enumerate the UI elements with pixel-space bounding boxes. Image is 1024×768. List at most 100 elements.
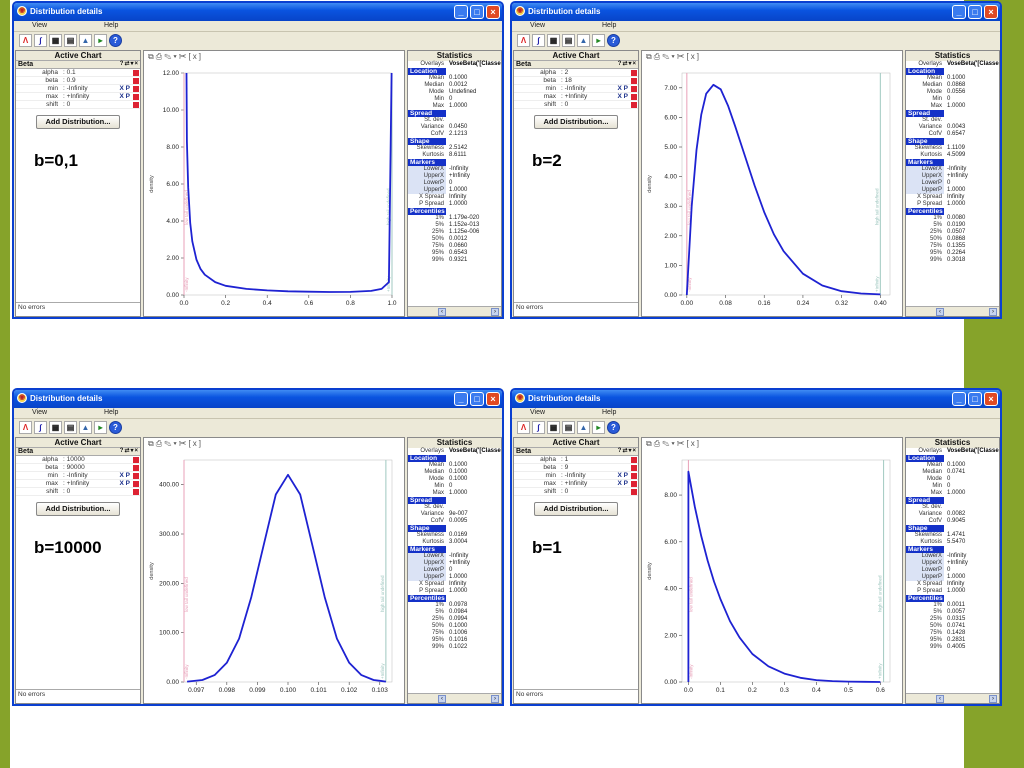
edit-icon[interactable] [133,465,139,471]
maximize-icon[interactable]: □ [968,5,982,19]
edit-icon[interactable] [631,86,637,92]
menu-view[interactable]: View [530,22,546,29]
pen-icon[interactable]: ✎ [662,52,672,61]
maximize-icon[interactable]: □ [470,5,484,19]
edit-icon[interactable] [631,70,637,76]
maximize-icon[interactable]: □ [470,392,484,406]
edit-icon[interactable] [133,94,139,100]
param-value[interactable]: : 18 [561,77,572,84]
scroll-right-icon[interactable]: › [989,308,997,316]
distribution-controls[interactable]: ?⇄▾× [119,448,139,454]
param-value[interactable]: : -Infinity [561,85,586,92]
param-value[interactable]: : -Infinity [63,472,88,479]
edit-icon[interactable] [631,457,637,463]
pdf-chart-icon[interactable]: Λ [517,34,530,47]
param-value[interactable]: : 90000 [63,464,85,471]
export-icon[interactable]: ▸ [592,421,605,434]
menu-help[interactable]: Help [602,22,617,29]
export-icon[interactable]: ▸ [94,421,107,434]
minimize-icon[interactable]: _ [454,392,468,406]
param-xp-flags[interactable]: X P [119,93,130,100]
distribution-controls[interactable]: ?⇄▾× [617,448,637,454]
param-value[interactable]: : 0 [561,101,569,108]
param-value[interactable]: : +Infinity [63,480,90,487]
pen-icon[interactable]: ✎ [662,439,672,448]
pdf-chart-icon[interactable]: Λ [19,34,32,47]
param-value[interactable]: : -Infinity [63,85,88,92]
edit-icon[interactable] [133,70,139,76]
copy-icon[interactable]: ⧉ [646,439,654,448]
print-icon[interactable]: ⎙ [155,439,165,448]
overlays-row[interactable]: Overlays VoseBeta('[Classe [420,61,501,67]
overlays-row[interactable]: Overlays VoseBeta('[Classe [918,61,999,67]
edit-icon[interactable] [133,489,139,495]
scroll-left-icon[interactable]: ‹ [438,695,446,703]
close-icon[interactable]: × [486,5,500,19]
param-value[interactable]: : 9 [561,464,569,471]
window-titlebar[interactable]: ◉ Distribution details _ □ × [14,390,502,408]
param-value[interactable]: : 0 [63,101,71,108]
menu-help[interactable]: Help [104,22,119,29]
scissors-icon[interactable]: ✂ [676,439,687,448]
scroll-right-icon[interactable]: › [491,308,499,316]
area-chart-icon[interactable]: ▲ [577,421,590,434]
export-icon[interactable]: ▸ [592,34,605,47]
add-distribution-button[interactable]: Add Distribution... [36,502,120,516]
stats-scrollbar[interactable]: ‹ › [906,693,999,703]
axis-icon[interactable]: [x] [188,52,203,61]
help-icon[interactable]: ? [607,34,620,47]
cdf-chart-icon[interactable]: ∫ [34,34,47,47]
data-icon[interactable]: ▤ [64,34,77,47]
minimize-icon[interactable]: _ [454,5,468,19]
close-icon[interactable]: × [984,5,998,19]
minimize-icon[interactable]: _ [952,392,966,406]
overlays-row[interactable]: Overlays VoseBeta('[Classe [420,448,501,454]
pdf-chart-icon[interactable]: Λ [517,421,530,434]
print-icon[interactable]: ⎙ [653,439,663,448]
minimize-icon[interactable]: _ [952,5,966,19]
param-xp-flags[interactable]: X P [119,480,130,487]
dropdown-icon[interactable]: ▾ [173,439,179,448]
data-icon[interactable]: ▤ [562,421,575,434]
scroll-left-icon[interactable]: ‹ [936,308,944,316]
close-icon[interactable]: × [486,392,500,406]
data-icon[interactable]: ▤ [64,421,77,434]
overlays-row[interactable]: Overlays VoseBeta('[Classe [918,448,999,454]
edit-icon[interactable] [631,78,637,84]
scissors-icon[interactable]: ✂ [178,52,189,61]
stats-scrollbar[interactable]: ‹ › [906,306,999,316]
scroll-right-icon[interactable]: › [491,695,499,703]
pen-icon[interactable]: ✎ [164,52,174,61]
export-icon[interactable]: ▸ [94,34,107,47]
area-chart-icon[interactable]: ▲ [79,34,92,47]
histogram-icon[interactable]: ▦ [49,34,62,47]
cdf-chart-icon[interactable]: ∫ [34,421,47,434]
param-xp-flags[interactable]: X P [617,85,628,92]
area-chart-icon[interactable]: ▲ [577,34,590,47]
scroll-right-icon[interactable]: › [989,695,997,703]
edit-icon[interactable] [631,481,637,487]
add-distribution-button[interactable]: Add Distribution... [534,502,618,516]
param-value[interactable]: : 2 [561,69,569,76]
param-value[interactable]: : -Infinity [561,472,586,479]
dropdown-icon[interactable]: ▾ [671,439,677,448]
density-chart[interactable]: 0.00 1.00 2.00 3.00 4.00 5.00 6.00 7.00 0.00 0.08… [642,63,902,317]
cdf-chart-icon[interactable]: ∫ [532,421,545,434]
scissors-icon[interactable]: ✂ [676,52,687,61]
help-icon[interactable]: ? [607,421,620,434]
edit-icon[interactable] [631,102,637,108]
param-value[interactable]: : 0 [63,488,71,495]
axis-icon[interactable]: [x] [686,52,701,61]
axis-icon[interactable]: [x] [686,439,701,448]
scroll-left-icon[interactable]: ‹ [936,695,944,703]
param-xp-flags[interactable]: X P [119,85,130,92]
print-icon[interactable]: ⎙ [653,52,663,61]
pdf-chart-icon[interactable]: Λ [19,421,32,434]
data-icon[interactable]: ▤ [562,34,575,47]
help-icon[interactable]: ? [109,34,122,47]
param-xp-flags[interactable]: X P [617,480,628,487]
param-value[interactable]: : 0 [561,488,569,495]
param-value[interactable]: : +Infinity [63,93,90,100]
param-xp-flags[interactable]: X P [119,472,130,479]
histogram-icon[interactable]: ▦ [547,34,560,47]
